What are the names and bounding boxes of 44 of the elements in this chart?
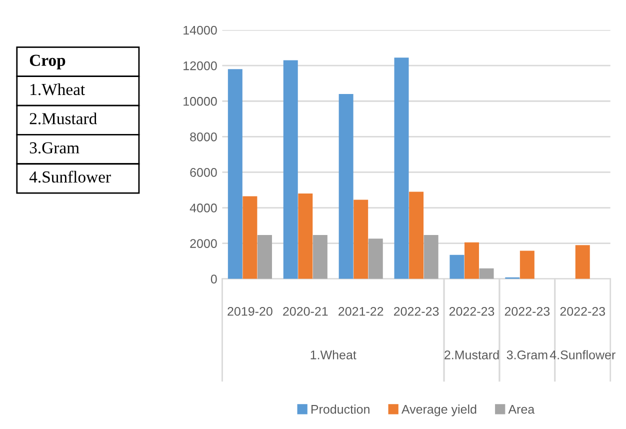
- text: 2.Mustard: [30, 112, 97, 124]
- x-tick-label: 2022-23: [560, 306, 606, 316]
- bar: [479, 268, 494, 279]
- text: 1.Wheat: [310, 350, 356, 360]
- bar: [257, 234, 272, 279]
- x-tick-label: 2022-23: [394, 306, 439, 316]
- x-tick-label: 2020-21: [283, 306, 328, 316]
- bar: [450, 254, 464, 279]
- y-tick-label: 14000: [184, 26, 217, 35]
- bar: [283, 60, 298, 279]
- y-tick-label: 10000: [184, 96, 217, 106]
- y-tick-label: 12000: [184, 61, 217, 70]
- x-tick-label: 2021-22: [338, 306, 384, 316]
- bar: [368, 238, 383, 279]
- bar: [242, 196, 258, 279]
- y-tick-label: 8000: [190, 132, 217, 142]
- bar: [394, 58, 409, 279]
- x-tick-label: 2022-23: [449, 306, 494, 316]
- text: 3.Gram: [506, 350, 548, 360]
- bar: [424, 234, 438, 279]
- bar: [312, 234, 328, 279]
- y-tick-label: 2000: [190, 239, 217, 248]
- bar: [228, 69, 242, 279]
- y-tick-label: 0: [210, 274, 217, 284]
- text: 1.Wheat: [30, 83, 85, 96]
- text: 2.Mustard: [444, 350, 499, 360]
- bar: [338, 94, 354, 279]
- bar: [575, 245, 590, 279]
- bar: [520, 250, 534, 279]
- legend-label: Production: [311, 404, 370, 414]
- text: 4.Sunflower: [550, 350, 616, 360]
- bar: [298, 194, 313, 279]
- y-tick-label: 4000: [190, 204, 217, 212]
- x-tick-label: 2019-20: [228, 306, 272, 316]
- bar: [409, 192, 424, 279]
- y-tick-label: 6000: [190, 168, 217, 177]
- legend-label: Average yield: [401, 404, 476, 416]
- text: 3.Gram: [30, 142, 80, 154]
- text: Crop: [30, 54, 66, 70]
- legend-label: Area: [508, 405, 535, 414]
- bar: [354, 200, 368, 279]
- text: 4.Sunflower: [29, 170, 111, 183]
- x-tick-label: 2022-23: [504, 306, 550, 316]
- bar: [464, 242, 479, 279]
